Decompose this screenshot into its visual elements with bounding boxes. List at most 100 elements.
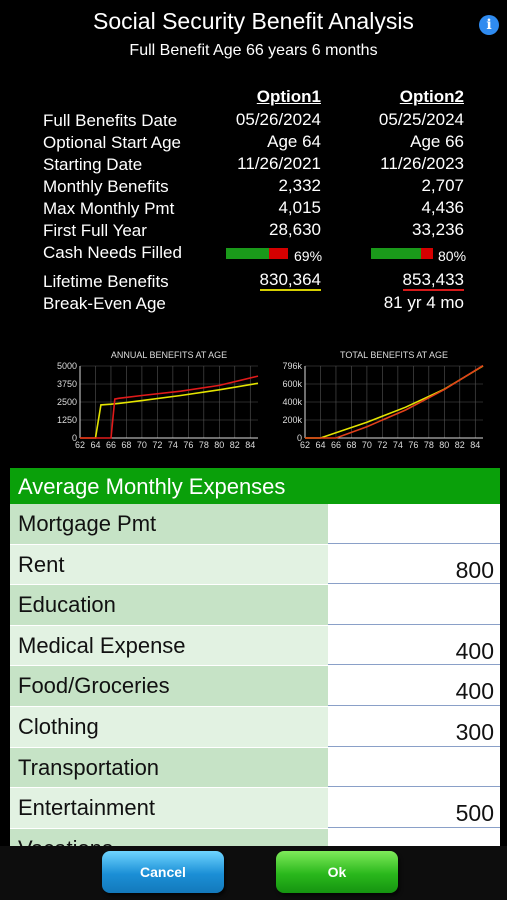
expense-row: Mortgage Pmt — [10, 504, 500, 545]
chart-y-tick-label: 0 — [297, 433, 302, 443]
lifetime-benefits-option1: 830,364 — [259, 270, 321, 291]
chart-x-tick-label: 68 — [121, 440, 131, 450]
full-benefits-date-label: Full Benefits Date — [43, 111, 178, 130]
optional-start-age-option1: Age 64 — [267, 132, 321, 151]
expense-row: Clothing 300 — [10, 706, 500, 748]
first-full-year-option1: 28,630 — [269, 220, 321, 239]
expense-row: Food/Groceries 400 — [10, 666, 500, 707]
expenses-table[interactable]: Average Monthly Expenses Mortgage Pmt Ren… — [10, 468, 500, 848]
chart-y-tick-label: 200k — [282, 415, 302, 425]
lifetime-benefits-label: Lifetime Benefits — [43, 272, 169, 291]
expense-row: Education — [10, 585, 500, 626]
expense-value-field[interactable]: 400 — [328, 666, 500, 706]
expense-row: Entertainment 500 — [10, 788, 500, 829]
optional-start-age-option2: Age 66 — [410, 132, 464, 151]
expense-label: Medical Expense — [10, 625, 328, 666]
expense-label: Entertainment — [10, 788, 328, 828]
chart-x-tick-label: 72 — [152, 440, 162, 450]
optional-start-age-label: Optional Start Age — [43, 133, 181, 152]
chart-x-tick-label: 80 — [439, 440, 449, 450]
chart-x-tick-label: 74 — [393, 440, 403, 450]
max-monthly-pmt-option2: 4,436 — [421, 198, 464, 217]
expense-value-field[interactable]: 500 — [328, 788, 500, 828]
expense-label: Food/Groceries — [10, 666, 328, 706]
option2-header: Option2 — [399, 87, 464, 106]
expense-row: Transportation — [10, 747, 500, 789]
chart-y-tick-label: 5000 — [57, 361, 77, 371]
chart-x-tick-label: 68 — [346, 440, 356, 450]
chart-x-tick-label: 82 — [455, 440, 465, 450]
expense-value-field[interactable] — [328, 828, 500, 848]
chart-x-tick-label: 84 — [470, 440, 480, 450]
full-benefits-date-option1: 05/26/2024 — [235, 110, 321, 129]
starting-date-label: Starting Date — [43, 155, 143, 174]
monthly-benefits-option1: 2,332 — [278, 176, 321, 195]
chart-x-tick-label: 72 — [377, 440, 387, 450]
starting-date-option1: 11/26/2021 — [237, 154, 321, 173]
cancel-button[interactable]: Cancel — [102, 851, 224, 893]
chart-y-tick-label: 0 — [72, 433, 77, 443]
info-icon[interactable]: i — [479, 15, 499, 35]
expenses-header: Average Monthly Expenses — [10, 468, 500, 504]
chart-x-tick-label: 78 — [424, 440, 434, 450]
cash-needs-label: Cash Needs Filled — [43, 243, 182, 262]
cash-needs-bar-fill-option1 — [226, 248, 269, 259]
chart-series-line — [80, 382, 259, 439]
chart-y-tick-label: 400k — [282, 397, 302, 407]
chart-x-tick-label: 64 — [315, 440, 325, 450]
expense-label: Mortgage Pmt — [10, 504, 328, 544]
full-benefits-date-option2: 05/25/2024 — [378, 110, 464, 129]
max-monthly-pmt-option1: 4,015 — [278, 198, 321, 217]
chart-y-tick-label: 1250 — [57, 415, 77, 425]
first-full-year-option2: 33,236 — [412, 220, 464, 239]
cash-needs-percent-option2: 80% — [438, 248, 467, 264]
expense-row: Rent 800 — [10, 544, 500, 586]
option1-header: Option1 — [256, 87, 321, 106]
chart-x-tick-label: 78 — [199, 440, 209, 450]
chart-x-tick-label: 80 — [214, 440, 224, 450]
cash-needs-bar-fill-option2 — [371, 248, 421, 259]
chart-x-tick-label: 76 — [183, 440, 193, 450]
expense-value-field[interactable] — [328, 747, 500, 788]
chart-x-tick-label: 66 — [106, 440, 116, 450]
monthly-benefits-label: Monthly Benefits — [43, 177, 169, 196]
expense-value-field[interactable] — [328, 585, 500, 625]
lifetime-benefits-option2: 853,433 — [402, 270, 464, 291]
chart-x-tick-label: 82 — [230, 440, 240, 450]
expense-row: Medical Expense 400 — [10, 625, 500, 667]
chart-x-tick-label: 62 — [75, 440, 85, 450]
chart-x-tick-label: 64 — [90, 440, 100, 450]
ok-button[interactable]: Ok — [276, 851, 398, 893]
break-even-age-label: Break-Even Age — [43, 294, 166, 313]
chart-x-tick-label: 76 — [408, 440, 418, 450]
chart-title: TOTAL BENEFITS AT AGE — [340, 350, 448, 360]
expense-label: Education — [10, 585, 328, 625]
chart-series-line — [80, 375, 259, 439]
max-monthly-pmt-label: Max Monthly Pmt — [43, 199, 175, 218]
chart-x-tick-label: 84 — [245, 440, 255, 450]
chart-x-tick-label: 70 — [137, 440, 147, 450]
expense-value-field[interactable]: 300 — [328, 706, 500, 747]
button-bar — [0, 846, 507, 900]
monthly-benefits-option2: 2,707 — [421, 176, 464, 195]
expense-label: Rent — [10, 544, 328, 585]
cash-needs-bar-option1 — [226, 248, 288, 259]
chart-x-tick-label: 62 — [300, 440, 310, 450]
break-even-age-value: 81 yr 4 mo — [383, 293, 464, 312]
chart-x-tick-label: 66 — [331, 440, 341, 450]
page-title: Social Security Benefit Analysis — [93, 8, 414, 34]
cash-needs-bar-option2 — [371, 248, 433, 259]
chart-x-tick-label: 70 — [362, 440, 372, 450]
chart-y-tick-label: 3750 — [57, 379, 77, 389]
expense-label: Transportation — [10, 747, 328, 788]
cash-needs-percent-option1: 69% — [294, 248, 323, 264]
expense-value-field[interactable]: 800 — [328, 544, 500, 585]
expense-value-field[interactable]: 400 — [328, 625, 500, 666]
chart-title: ANNUAL BENEFITS AT AGE — [111, 350, 227, 360]
first-full-year-label: First Full Year — [43, 221, 147, 240]
expenses-rows: Mortgage Pmt Rent 800 Education Medical Expe… — [10, 504, 500, 848]
page-subtitle: Full Benefit Age 66 years 6 months — [129, 42, 378, 59]
chart-x-tick-label: 74 — [168, 440, 178, 450]
chart-series-line — [305, 364, 484, 439]
expense-value-field[interactable] — [328, 504, 500, 544]
